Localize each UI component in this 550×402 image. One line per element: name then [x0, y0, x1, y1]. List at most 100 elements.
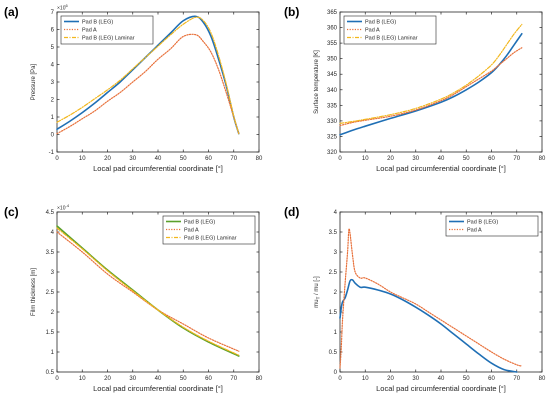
y-tick-label: 0.5 — [329, 350, 338, 356]
y-tick-label: 1 — [51, 115, 55, 121]
y-tick-label: 4.5 — [46, 210, 55, 216]
y-tick-label: 6 — [51, 28, 55, 34]
y-axis-label: Film thickness [m] — [31, 268, 37, 316]
panel-b: (b) 0 10 20 30 40 50 60 70 80 320 325 330 335 340 345 35… — [284, 5, 546, 173]
y-tick-label: 320 — [327, 150, 338, 156]
panel-tag: (b) — [284, 5, 299, 19]
legend-label: Pad B (LEG) — [365, 20, 396, 26]
series-line — [56, 227, 240, 356]
y-axis-label: Surface temperature [K] — [314, 50, 320, 114]
y-axis-label: Pressure [Pa] — [31, 63, 37, 100]
x-tick-label: 50 — [463, 156, 470, 162]
x-axis-label: Local pad circumferential coordinate [°] — [93, 384, 223, 393]
panel-c: (c) 0 10 20 30 40 50 60 70 80 0.5 1 1.5 2 2.5 3 3.5 4 4.5×… — [4, 203, 263, 393]
series-line — [56, 225, 240, 357]
x-tick-label: 80 — [539, 376, 546, 382]
x-tick-label: 30 — [412, 376, 419, 382]
y-tick-label: 355 — [327, 41, 338, 47]
y-tick-label: 3 — [334, 250, 338, 256]
legend-label: Pad A — [184, 228, 199, 234]
x-tick-label: 20 — [104, 156, 111, 162]
legend-label: Pad A — [467, 228, 482, 234]
panel-tag: (d) — [284, 205, 299, 219]
y-tick-label: 0 — [334, 370, 338, 376]
x-tick-label: 70 — [230, 156, 237, 162]
legend: Pad B (LEG) Pad A Pad B (LEG) Laminar — [162, 215, 256, 245]
x-tick-label: 40 — [155, 156, 162, 162]
x-tick-label: 0 — [338, 156, 342, 162]
x-tick-label: 80 — [256, 376, 263, 382]
legend-box — [162, 215, 256, 245]
legend-box — [60, 15, 154, 45]
x-tick-label: 20 — [387, 156, 394, 162]
x-tick-label: 30 — [412, 156, 419, 162]
y-tick-label: 3.5 — [46, 250, 55, 256]
series-line — [339, 228, 523, 369]
legend-label: Pad A — [82, 28, 97, 34]
y-tick-label: 2 — [51, 310, 55, 316]
x-tick-label: 0 — [55, 376, 59, 382]
x-tick-label: 10 — [362, 156, 369, 162]
y-tick-label: 4 — [51, 63, 55, 69]
legend-label: Pad B (LEG) — [184, 220, 215, 226]
legend-label: Pad B (LEG) Laminar — [82, 36, 135, 42]
x-tick-label: 0 — [55, 156, 59, 162]
x-tick-label: 10 — [79, 156, 86, 162]
legend-label: Pad B (LEG) — [82, 20, 113, 26]
legend: Pad B (LEG) Pad A Pad B (LEG) Laminar — [60, 15, 154, 45]
y-tick-label: 1 — [51, 350, 55, 356]
y-tick-label: 1.5 — [329, 310, 338, 316]
series-line — [56, 16, 240, 135]
y-tick-label: 360 — [327, 26, 338, 32]
x-tick-label: 60 — [488, 156, 495, 162]
y-tick-label: 0 — [51, 133, 55, 139]
x-tick-label: 60 — [488, 376, 495, 382]
y-tick-label: 4 — [334, 210, 338, 216]
series-line — [56, 15, 240, 135]
y-tick-label: 5 — [51, 45, 55, 51]
y-exponent: ×10-4 — [57, 203, 70, 212]
legend-label: Pad A — [365, 28, 380, 34]
y-tick-label: 2.5 — [46, 290, 55, 296]
y-tick-label: 7 — [51, 10, 55, 16]
x-tick-label: 30 — [129, 156, 136, 162]
y-tick-label: 3 — [51, 80, 55, 86]
x-tick-label: 40 — [438, 376, 445, 382]
x-tick-label: 10 — [362, 376, 369, 382]
y-tick-label: -1 — [49, 150, 55, 156]
y-tick-label: 4 — [51, 230, 55, 236]
y-tick-label: 335 — [327, 103, 338, 109]
y-tick-label: 2 — [51, 98, 55, 104]
y-tick-label: 340 — [327, 88, 338, 94]
panel-a: (a)0 10 20 30 40 50 60 70 80-101234567×106Local … — [4, 3, 263, 173]
panel-tag: (c) — [4, 205, 19, 219]
x-tick-label: 40 — [155, 376, 162, 382]
y-tick-label: 325 — [327, 134, 338, 140]
y-tick-label: 1 — [334, 330, 338, 336]
y-tick-label: 3 — [51, 270, 55, 276]
y-tick-label: 0.5 — [46, 370, 55, 376]
x-tick-label: 40 — [438, 156, 445, 162]
x-axis-label: Local pad circumferential coordinate [°] — [376, 384, 506, 393]
legend-box — [445, 215, 539, 237]
y-tick-label: 2 — [334, 290, 338, 296]
series-line — [339, 23, 523, 124]
x-tick-label: 20 — [104, 376, 111, 382]
y-tick-label: 365 — [327, 10, 338, 16]
legend-label: Pad B (LEG) — [467, 220, 498, 226]
x-axis-label: Local pad circumferential coordinate [°] — [93, 164, 223, 173]
y-tick-label: 3.5 — [329, 230, 338, 236]
series-line — [339, 47, 523, 127]
y-tick-label: 350 — [327, 57, 338, 63]
series-line — [339, 278, 518, 373]
x-tick-label: 80 — [256, 156, 263, 162]
y-tick-label: 330 — [327, 119, 338, 125]
x-tick-label: 10 — [79, 376, 86, 382]
legend: Pad B (LEG) Pad A Pad B (LEG) Laminar — [343, 15, 437, 45]
panel-tag: (a) — [4, 5, 19, 19]
x-tick-label: 70 — [513, 376, 520, 382]
x-tick-label: 0 — [338, 376, 342, 382]
x-axis-label: Local pad circumferential coordinate [°] — [376, 164, 506, 173]
legend-box — [343, 15, 437, 45]
